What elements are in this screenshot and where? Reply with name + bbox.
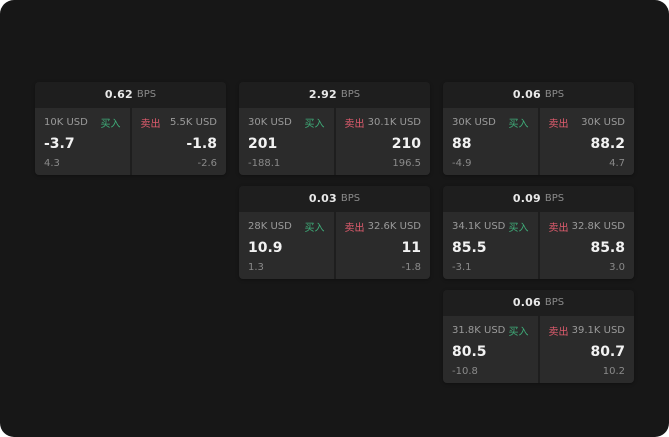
spread-header: 0.62 BPS xyxy=(35,82,226,107)
buy-side-label: 买入 xyxy=(508,119,529,130)
spread-bps-unit: BPS xyxy=(544,297,565,308)
buy-panel[interactable]: 31.8K USD 买入 80.5 -10.8 xyxy=(443,316,538,383)
spread-bps-value: 2.92 xyxy=(308,88,337,101)
buy-sub-value: -4.9 xyxy=(452,158,472,169)
buy-side-label: 买入 xyxy=(304,119,325,130)
spread-bps-value: 0.09 xyxy=(512,192,541,205)
sell-side-label: 卖出 xyxy=(548,223,569,234)
spread-bps-value: 0.06 xyxy=(512,296,541,309)
sell-price: 210 xyxy=(391,136,421,152)
buy-side-label: 买入 xyxy=(508,223,529,234)
buy-sub-value: -3.1 xyxy=(452,262,472,273)
buy-price: 80.5 xyxy=(452,344,487,360)
buy-panel[interactable]: 30K USD 买入 201 -188.1 xyxy=(239,108,334,175)
buy-size: 30K USD xyxy=(248,117,292,128)
sell-price: 80.7 xyxy=(590,344,625,360)
sell-panel[interactable]: 卖出 5.5K USD -1.8 -2.6 xyxy=(131,108,226,175)
spread-bps-value: 0.06 xyxy=(512,88,541,101)
quote-card: 0.03 BPS 28K USD 买入 10.9 1.3 卖出 32.6K US… xyxy=(239,186,430,279)
quote-card: 0.06 BPS 30K USD 买入 88 -4.9 卖出 30K USD xyxy=(443,82,634,175)
buy-panel[interactable]: 10K USD 买入 -3.7 4.3 xyxy=(35,108,130,175)
buy-side-label: 买入 xyxy=(304,223,325,234)
spread-bps-unit: BPS xyxy=(544,89,565,100)
quote-card: 0.62 BPS 10K USD 买入 -3.7 4.3 卖出 5.5K USD xyxy=(35,82,226,175)
sell-price: -1.8 xyxy=(186,136,217,152)
sell-sub-value: -2.6 xyxy=(197,158,217,169)
buy-sub-value: -188.1 xyxy=(248,158,281,169)
sell-size: 5.5K USD xyxy=(169,117,217,128)
buy-panel[interactable]: 28K USD 买入 10.9 1.3 xyxy=(239,212,334,279)
buy-side-label: 买入 xyxy=(508,327,529,338)
spread-header: 0.09 BPS xyxy=(443,186,634,211)
sell-panel[interactable]: 卖出 32.8K USD 85.8 3.0 xyxy=(539,212,634,279)
buy-price: 201 xyxy=(248,136,278,152)
buy-price: 88 xyxy=(452,136,472,152)
sell-sub-value: 10.2 xyxy=(602,366,625,377)
buy-panel[interactable]: 30K USD 买入 88 -4.9 xyxy=(443,108,538,175)
sell-price: 85.8 xyxy=(590,240,625,256)
buy-size: 34.1K USD xyxy=(452,221,506,232)
buy-size: 10K USD xyxy=(44,117,88,128)
quote-card-grid: 0.62 BPS 10K USD 买入 -3.7 4.3 卖出 5.5K USD xyxy=(35,82,634,383)
buy-price: 85.5 xyxy=(452,240,487,256)
buy-sub-value: 4.3 xyxy=(44,158,60,169)
buy-sub-value: -10.8 xyxy=(452,366,478,377)
sell-panel[interactable]: 卖出 32.6K USD 11 -1.8 xyxy=(335,212,430,279)
buy-panel[interactable]: 34.1K USD 买入 85.5 -3.1 xyxy=(443,212,538,279)
sell-side-label: 卖出 xyxy=(548,119,569,130)
sell-panel[interactable]: 卖出 30K USD 88.2 4.7 xyxy=(539,108,634,175)
spread-bps-unit: BPS xyxy=(340,193,361,204)
spread-bps-value: 0.62 xyxy=(104,88,133,101)
sell-size: 32.8K USD xyxy=(571,221,625,232)
sell-sub-value: 196.5 xyxy=(392,158,421,169)
sell-side-label: 卖出 xyxy=(344,223,365,234)
sell-side-label: 卖出 xyxy=(140,119,161,130)
spread-header: 0.06 BPS xyxy=(443,290,634,315)
sell-size: 30.1K USD xyxy=(367,117,421,128)
buy-price: -3.7 xyxy=(44,136,75,152)
sell-side-label: 卖出 xyxy=(548,327,569,338)
quote-card: 2.92 BPS 30K USD 买入 201 -188.1 卖出 30.1K … xyxy=(239,82,430,175)
spread-header: 2.92 BPS xyxy=(239,82,430,107)
buy-sub-value: 1.3 xyxy=(248,262,264,273)
sell-sub-value: 4.7 xyxy=(609,158,625,169)
spread-bps-value: 0.03 xyxy=(308,192,337,205)
sell-side-label: 卖出 xyxy=(344,119,365,130)
quote-card: 0.09 BPS 34.1K USD 买入 85.5 -3.1 卖出 32.8K… xyxy=(443,186,634,279)
sell-size: 32.6K USD xyxy=(367,221,421,232)
spread-bps-unit: BPS xyxy=(340,89,361,100)
buy-size: 28K USD xyxy=(248,221,292,232)
buy-size: 31.8K USD xyxy=(452,325,506,336)
sell-price: 88.2 xyxy=(590,136,625,152)
sell-panel[interactable]: 卖出 30.1K USD 210 196.5 xyxy=(335,108,430,175)
spread-bps-unit: BPS xyxy=(136,89,157,100)
buy-price: 10.9 xyxy=(248,240,283,256)
buy-size: 30K USD xyxy=(452,117,496,128)
spread-header: 0.03 BPS xyxy=(239,186,430,211)
sell-sub-value: -1.8 xyxy=(401,262,421,273)
sell-panel[interactable]: 卖出 39.1K USD 80.7 10.2 xyxy=(539,316,634,383)
sell-sub-value: 3.0 xyxy=(609,262,625,273)
buy-side-label: 买入 xyxy=(100,119,121,130)
sell-size: 39.1K USD xyxy=(571,325,625,336)
quote-card: 0.06 BPS 31.8K USD 买入 80.5 -10.8 卖出 39.1… xyxy=(443,290,634,383)
spread-bps-unit: BPS xyxy=(544,193,565,204)
sell-size: 30K USD xyxy=(581,117,625,128)
spread-header: 0.06 BPS xyxy=(443,82,634,107)
sell-price: 11 xyxy=(401,240,421,256)
